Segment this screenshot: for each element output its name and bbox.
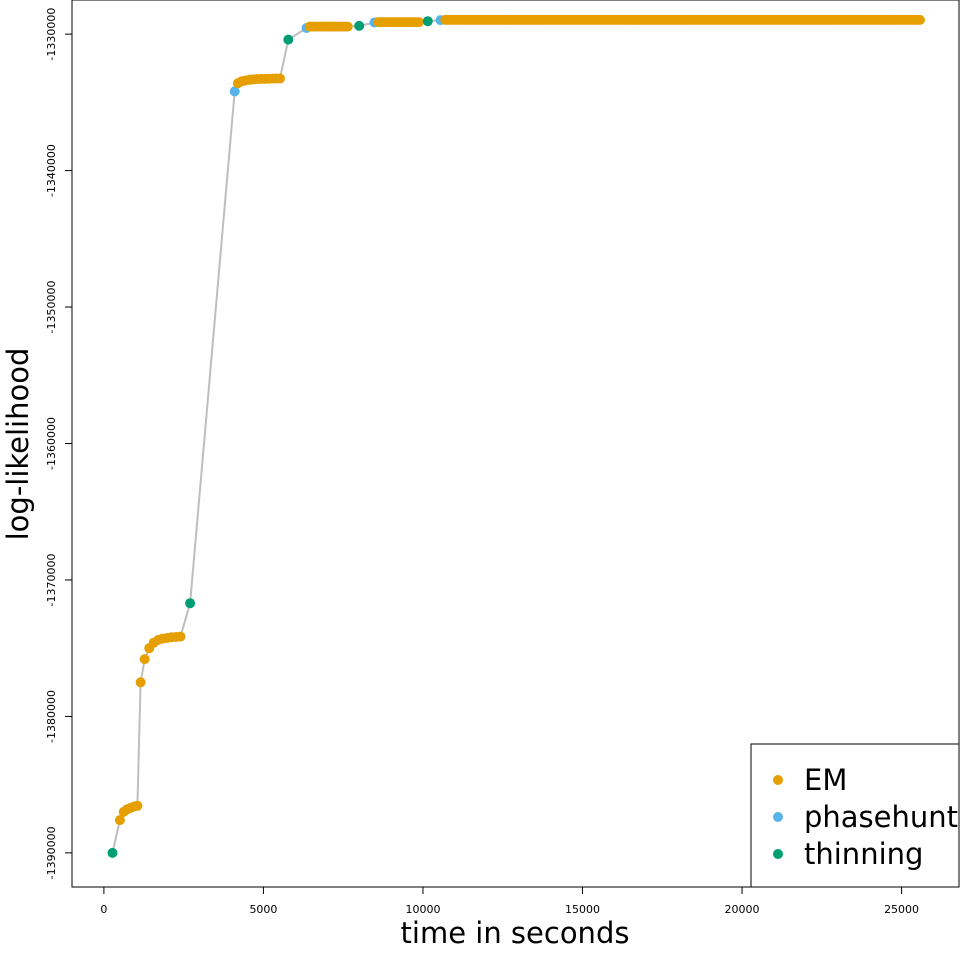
y-tick-label: -1380000 <box>45 690 58 743</box>
legend-marker-phasehunt <box>773 812 783 822</box>
legend-marker-thinning <box>773 849 783 859</box>
data-point-em <box>342 21 353 32</box>
y-axis: -1390000 -1380000 -1370000 -1360000 -1350000… <box>45 8 73 879</box>
data-point-em <box>175 631 186 642</box>
x-axis-title: time in seconds <box>401 916 630 950</box>
data-point-thinning <box>422 16 433 27</box>
legend-label-thinning: thinning <box>804 837 923 871</box>
x-axis: 0 5000 10000 15000 20000 25000 <box>100 886 919 916</box>
data-point-em <box>139 654 150 665</box>
legend-label-phasehunt: phasehunt <box>804 800 958 834</box>
x-tick-label: 20000 <box>725 903 760 916</box>
legend-box <box>750 743 960 888</box>
y-tick-label: -1370000 <box>45 553 58 606</box>
y-tick-label: -1350000 <box>45 281 58 334</box>
data-point-thinning <box>283 34 294 45</box>
data-point-phasehunt <box>229 86 240 97</box>
legend-marker-em <box>773 775 783 785</box>
data-point-thinning <box>354 20 365 31</box>
x-tick-label: 25000 <box>884 903 919 916</box>
data-points <box>107 14 925 858</box>
x-tick-label: 10000 <box>405 903 440 916</box>
y-tick-label: -1360000 <box>45 417 58 470</box>
y-tick-label: -1390000 <box>45 826 58 879</box>
data-point-thinning <box>107 847 118 858</box>
data-point-em <box>414 17 424 28</box>
data-point-em <box>275 73 285 84</box>
y-tick-label: -1340000 <box>45 144 58 197</box>
x-tick-label: 0 <box>100 903 107 916</box>
data-point-em <box>135 677 146 688</box>
data-point-em <box>132 800 143 811</box>
data-point-thinning <box>185 598 196 609</box>
data-point-em <box>914 14 925 25</box>
y-tick-label: -1330000 <box>45 8 58 61</box>
series-line <box>111 18 920 854</box>
x-tick-label: 15000 <box>565 903 600 916</box>
x-tick-label: 5000 <box>249 903 277 916</box>
legend-label-em: EM <box>804 763 847 797</box>
data-point-em <box>114 815 125 826</box>
y-axis-title: log-likelihood <box>1 348 35 541</box>
